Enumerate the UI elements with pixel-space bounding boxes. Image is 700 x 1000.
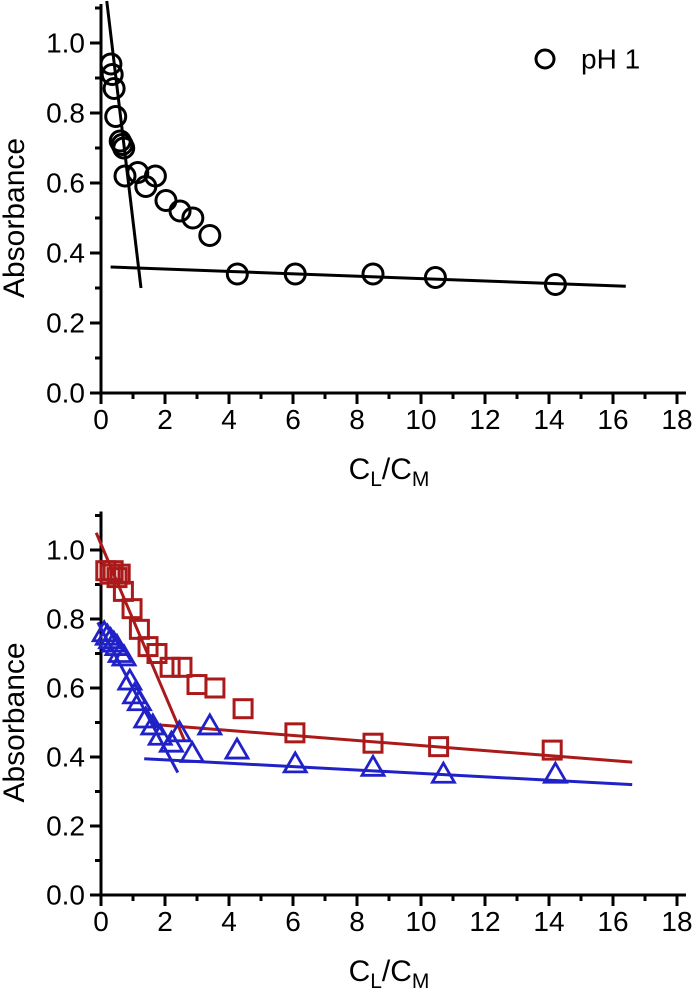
- series-ph-1: [99, 52, 567, 296]
- y-tick-label: 0.0: [46, 880, 85, 911]
- marker-circle: [225, 262, 249, 286]
- marker-square: [159, 656, 181, 678]
- x-tick-label: 12: [469, 404, 500, 435]
- x-tick-label: 4: [221, 404, 237, 435]
- x-tick-label: 6: [285, 906, 301, 937]
- marker-circle: [168, 199, 192, 223]
- marker-square: [106, 567, 128, 589]
- top-chart-panel: 0 2 4 6 8 10 12 14 16 18 0.0 0.2 0.4 0.6 0.8 1.0 Absorba…: [0, 0, 693, 491]
- chart-ph28-ph68: 0 2 4 6 8 10 12 14 16 18 0.0 0.2 0.4 0.6 0.8 1.0 Absorba…: [0, 511, 693, 993]
- marker-triangle: [116, 667, 144, 691]
- y-tick-label: 0.8: [46, 604, 85, 635]
- fit-line: [105, 0, 143, 289]
- x-tick-label: 0: [93, 404, 109, 435]
- legend-label: pH 1: [581, 44, 640, 75]
- y-tick-label: 0.2: [46, 308, 85, 339]
- marker-circle: [99, 52, 123, 76]
- marker-circle: [143, 164, 167, 188]
- marker-circle: [154, 189, 178, 212]
- marker-triangle: [281, 750, 309, 774]
- marker-square: [121, 598, 143, 620]
- marker-square: [541, 739, 563, 761]
- marker-triangle: [146, 722, 174, 746]
- y-tick-label: 0.4: [46, 238, 85, 269]
- marker-square: [284, 722, 306, 744]
- marker-circle: [102, 77, 126, 100]
- x-tick-label: 6: [285, 404, 301, 435]
- marker-square: [362, 732, 384, 754]
- marker-square: [204, 677, 226, 699]
- marker-circle: [283, 262, 307, 286]
- chart-ph1: 0 2 4 6 8 10 12 14 16 18 0.0 0.2 0.4 0.6 0.8 1.0 Absorba…: [0, 0, 693, 491]
- y-tick-label: 0.2: [46, 811, 85, 842]
- legend: pH 1: [534, 44, 640, 75]
- marker-triangle: [196, 712, 224, 736]
- axes: 0 2 4 6 8 10 12 14 16 18 0.0 0.2 0.4 0.6 0.8 1.0: [46, 4, 693, 435]
- x-tick-label: 18: [661, 404, 692, 435]
- x-tick-label: 14: [533, 404, 564, 435]
- x-tick-label: 18: [661, 906, 692, 937]
- marker-triangle: [223, 736, 251, 760]
- marker-triangle: [139, 712, 167, 736]
- y-tick-label: 0.8: [46, 98, 85, 129]
- x-tick-label: 4: [221, 906, 237, 937]
- x-tick-label: 16: [597, 404, 628, 435]
- marker-triangle: [106, 639, 134, 663]
- y-tick-label: 0.6: [46, 673, 85, 704]
- x-tick-label: 8: [349, 404, 365, 435]
- marker-square: [232, 698, 254, 720]
- marker-triangle: [110, 643, 138, 667]
- x-tick-label: 16: [597, 906, 628, 937]
- marker-square: [186, 674, 208, 696]
- marker-triangle: [165, 719, 193, 743]
- x-tick-label: 14: [533, 906, 564, 937]
- marker-circle: [423, 266, 447, 289]
- x-tick-label: 2: [157, 404, 173, 435]
- y-tick-label: 1.0: [46, 535, 85, 566]
- fit-line: [144, 757, 633, 787]
- y-tick-label: 0.0: [46, 378, 85, 409]
- marker-circle: [534, 48, 556, 70]
- marker-triangle: [178, 739, 206, 763]
- marker-square: [102, 560, 124, 582]
- x-tick-label: 10: [405, 906, 436, 937]
- axes: 0 2 4 6 8 10 12 14 16 18 0.0 0.2 0.4 0.6 0.8 1.0: [46, 511, 693, 937]
- marker-circle: [181, 206, 205, 230]
- y-tick-label: 0.6: [46, 168, 85, 199]
- marker-circle: [100, 63, 124, 86]
- fit-lines: [105, 0, 626, 289]
- series-ph-6-8: [90, 618, 569, 784]
- x-tick-label: 2: [157, 906, 173, 937]
- x-tick-label: 0: [93, 906, 109, 937]
- marker-circle: [104, 105, 128, 128]
- y-tick-label: 0.4: [46, 742, 85, 773]
- x-tick-label: 10: [405, 404, 436, 435]
- fit-line: [150, 722, 633, 764]
- marker-circle: [112, 136, 136, 160]
- marker-triangle: [429, 760, 457, 784]
- y-tick-label: 1.0: [46, 28, 85, 59]
- marker-triangle: [541, 760, 569, 784]
- x-axis-title: CL​/CM​: [349, 453, 430, 491]
- marker-circle: [198, 224, 222, 247]
- y-axis-title: Absorbance: [0, 642, 31, 802]
- series-ph-2-8: [95, 560, 563, 761]
- marker-square: [171, 656, 193, 678]
- marker-circle: [361, 262, 385, 286]
- x-tick-label: 8: [349, 906, 365, 937]
- x-axis-title: CL​/CM​: [349, 955, 430, 993]
- marker-triangle: [125, 687, 153, 712]
- marker-circle: [543, 273, 567, 296]
- marker-circle: [113, 164, 137, 188]
- y-axis-title: Absorbance: [0, 138, 31, 298]
- marker-triangle: [359, 753, 387, 777]
- bottom-chart-panel: 0 2 4 6 8 10 12 14 16 18 0.0 0.2 0.4 0.6 0.8 1.0 Absorba…: [0, 500, 700, 1000]
- marker-square: [146, 643, 168, 664]
- x-tick-label: 12: [469, 906, 500, 937]
- fit-line: [110, 265, 626, 288]
- marker-square: [428, 736, 450, 758]
